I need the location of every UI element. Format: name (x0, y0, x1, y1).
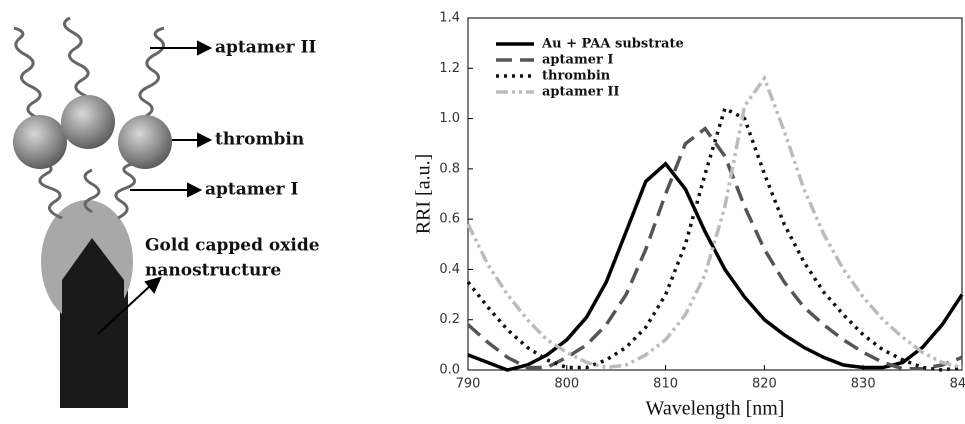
oxide-tip (62, 238, 124, 408)
y-tick-label: 0.0 (439, 363, 460, 378)
aptamers (13, 16, 165, 220)
arrows (97, 40, 213, 335)
x-tick-label: 830 (851, 377, 876, 392)
thrombin-sphere (118, 115, 172, 169)
diagram: aptamer II thrombin aptamer I Gold cappe… (13, 16, 320, 408)
y-tick-label: 1.0 (439, 111, 460, 126)
series-line (467, 161, 964, 372)
legend-label: aptamer II (542, 85, 620, 100)
thrombin-sphere (13, 115, 67, 169)
x-tick-label: 840 (950, 377, 965, 392)
y-tick-label: 1.2 (439, 61, 460, 76)
x-axis-label: Wavelength [nm] (646, 398, 785, 420)
y-axis-label: RRI [a.u.] (413, 154, 435, 235)
label: thrombin (215, 130, 304, 150)
label: Gold capped oxide (145, 236, 320, 256)
legend-label: aptamer I (542, 53, 613, 68)
y-tick-label: 1.4 (439, 11, 460, 26)
x-tick-label: 810 (653, 377, 678, 392)
series-line (466, 126, 963, 371)
x-tick-label: 790 (456, 377, 481, 392)
label: aptamer I (205, 180, 298, 200)
label: aptamer II (215, 38, 316, 58)
x-tick-label: 820 (752, 377, 777, 392)
series-line (466, 105, 963, 372)
y-tick-label: 0.4 (439, 262, 460, 277)
legend-label: Au + PAA substrate (541, 37, 684, 52)
series-line (466, 74, 963, 370)
y-tick-label: 0.6 (439, 212, 460, 227)
x-tick-label: 800 (554, 377, 579, 392)
label: nanostructure (145, 261, 281, 281)
plot-frame (467, 17, 963, 371)
y-tick-label: 0.8 (439, 161, 460, 176)
thrombin-sphere (61, 95, 115, 149)
legend-label: thrombin (542, 69, 611, 84)
y-tick-label: 0.2 (439, 312, 460, 327)
